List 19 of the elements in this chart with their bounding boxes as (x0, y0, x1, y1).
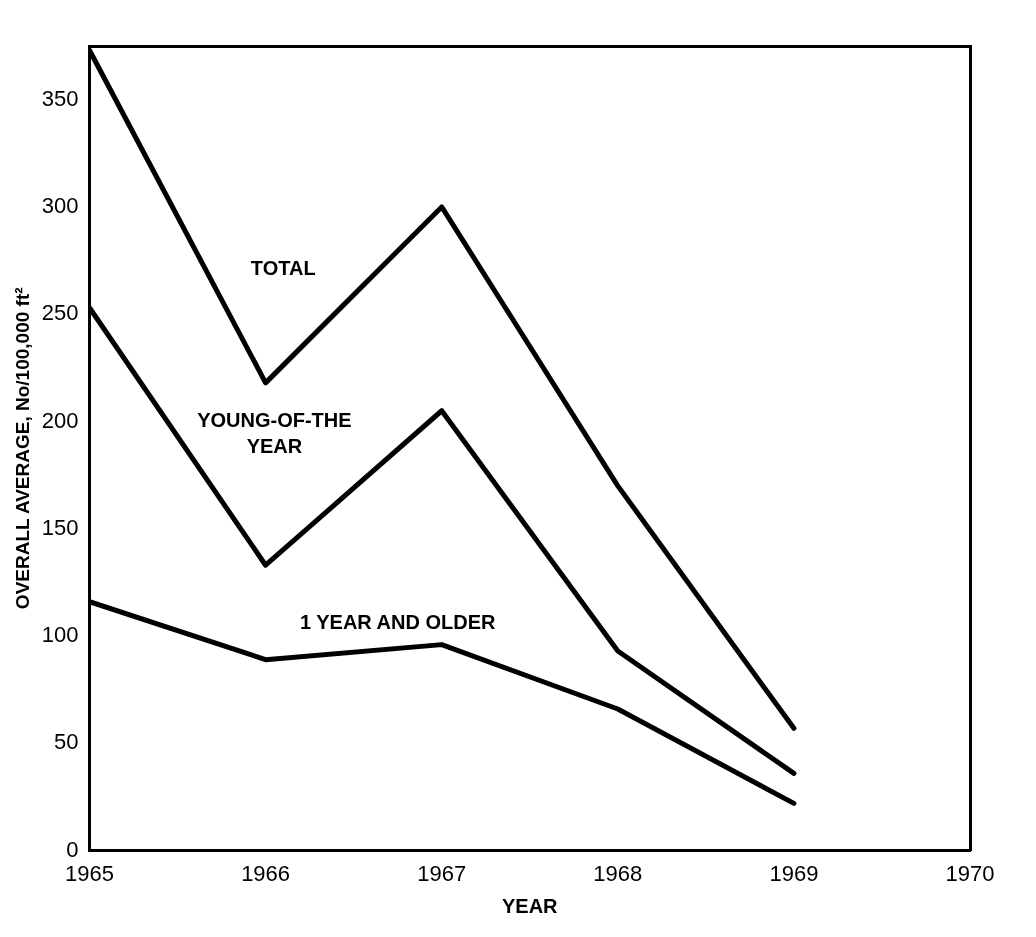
y-tick-label: 0 (66, 836, 79, 862)
y-tick-label: 350 (41, 85, 79, 111)
x-tick-label: 1966 (241, 860, 291, 886)
x-tick-label: 1967 (417, 860, 467, 886)
series-label: TOTAL (250, 256, 316, 279)
x-tick-label: 1969 (769, 860, 819, 886)
x-tick-label: 1968 (593, 860, 643, 886)
y-tick-label: 150 (41, 514, 79, 540)
y-tick-label: 200 (41, 407, 79, 433)
y-tick-label: 50 (54, 729, 79, 755)
y-axis-title: OVERALL AVERAGE, No/100,000 ft² (11, 287, 33, 610)
x-axis-title: YEAR (501, 894, 559, 917)
x-tick-label: 1970 (945, 860, 995, 886)
series-label: 1 YEAR AND OLDER (299, 610, 497, 633)
y-tick-label: 250 (41, 300, 79, 326)
y-tick-label: 100 (41, 622, 79, 648)
series-label: YOUNG-OF-THE YEAR (197, 408, 352, 457)
x-tick-label: 1965 (65, 860, 114, 886)
y-tick-label: 300 (41, 192, 79, 218)
